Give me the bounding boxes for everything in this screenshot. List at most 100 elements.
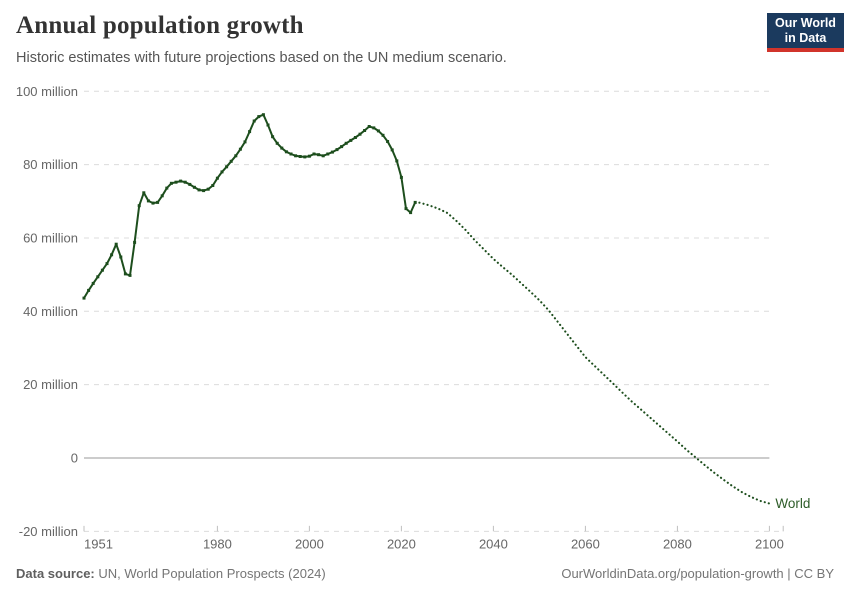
owid-logo-line1: Our World	[775, 16, 836, 30]
data-point-marker	[404, 207, 408, 211]
owid-logo-text: Our World in Data	[767, 13, 844, 48]
y-axis-label: 100 million	[16, 84, 78, 99]
data-point-marker	[326, 152, 330, 156]
owid-logo-red-bar	[767, 48, 844, 52]
data-point-marker	[330, 150, 334, 154]
data-point-marker	[271, 135, 275, 139]
data-point-marker	[220, 170, 224, 174]
data-point-marker	[156, 200, 160, 204]
x-axis-label: 2020	[387, 536, 416, 551]
data-point-marker	[409, 211, 413, 215]
data-point-marker	[252, 119, 256, 123]
data-point-marker	[119, 255, 123, 259]
data-point-marker	[234, 154, 238, 158]
data-point-marker	[367, 125, 371, 128]
data-point-marker	[133, 240, 137, 244]
data-point-marker	[87, 288, 91, 292]
y-axis-label: 80 million	[23, 157, 78, 172]
data-point-marker	[169, 181, 173, 185]
data-source-value: UN, World Population Prospects (2024)	[94, 566, 326, 581]
data-point-marker	[197, 188, 201, 192]
data-point-marker	[307, 154, 311, 158]
x-axis-label: 1980	[203, 536, 232, 551]
chart-subtitle: Historic estimates with future projectio…	[16, 50, 507, 66]
data-point-marker	[151, 201, 155, 205]
data-point-marker	[91, 281, 95, 285]
data-point-marker	[225, 165, 229, 169]
data-point-marker	[349, 138, 353, 142]
data-point-marker	[137, 204, 141, 208]
data-point-marker	[243, 140, 247, 144]
x-axis-label: 2000	[295, 536, 324, 551]
data-source-note: Data source: UN, World Population Prospe…	[16, 566, 326, 581]
x-axis-label: 2060	[571, 536, 600, 551]
data-point-marker	[105, 262, 109, 266]
data-point-marker	[344, 141, 348, 145]
data-point-marker	[123, 272, 127, 276]
y-axis-label: 0	[71, 451, 78, 466]
entity-label-world: World	[775, 496, 810, 511]
data-point-marker	[257, 115, 261, 119]
data-point-marker	[363, 129, 367, 132]
data-point-marker	[399, 175, 403, 179]
data-point-marker	[386, 140, 390, 143]
data-point-marker	[100, 268, 104, 272]
data-point-marker	[110, 253, 114, 257]
data-point-marker	[206, 187, 210, 191]
owid-logo[interactable]: Our World in Data	[767, 13, 844, 52]
data-point-marker	[238, 147, 242, 151]
world-historic-line	[83, 113, 417, 299]
data-point-marker	[202, 189, 206, 193]
data-point-marker	[376, 129, 380, 133]
y-axis-label: -20 million	[19, 524, 78, 539]
data-point-marker	[280, 146, 284, 150]
x-axis-label: 2100	[755, 536, 784, 551]
owid-logo-line2: in Data	[784, 31, 827, 45]
data-point-marker	[142, 191, 146, 195]
data-point-marker	[160, 194, 164, 198]
data-point-marker	[335, 148, 339, 152]
y-axis-label: 40 million	[23, 304, 78, 319]
page-title: Annual population growth	[16, 12, 304, 39]
data-point-marker	[381, 133, 385, 137]
data-point-marker	[188, 182, 192, 186]
world-historic-markers	[82, 113, 417, 300]
world-projection-line	[414, 201, 771, 505]
data-point-marker	[289, 152, 293, 156]
data-point-marker	[321, 154, 325, 158]
data-point-marker	[114, 242, 118, 246]
credit-link[interactable]: OurWorldinData.org/population-growth | C…	[561, 566, 834, 581]
x-axis-label: 2080	[663, 536, 692, 551]
x-axis-label: 1951	[84, 536, 113, 551]
data-source-label: Data source:	[16, 566, 95, 581]
data-point-marker	[317, 153, 321, 157]
y-axis-label: 60 million	[23, 230, 78, 245]
chart-footer: Data source: UN, World Population Prospe…	[16, 566, 834, 581]
data-point-marker	[298, 155, 302, 158]
data-point-marker	[266, 123, 270, 127]
data-point-marker	[294, 154, 298, 158]
data-point-marker	[395, 159, 399, 163]
data-point-marker	[174, 180, 178, 184]
data-point-marker	[211, 184, 215, 187]
data-point-marker	[183, 180, 187, 184]
data-point-marker	[229, 159, 233, 163]
data-point-marker	[353, 136, 357, 139]
data-point-marker	[275, 141, 279, 145]
data-point-marker	[372, 126, 376, 130]
data-point-marker	[390, 148, 394, 152]
data-point-marker	[340, 145, 344, 149]
data-point-marker	[128, 273, 132, 277]
data-point-marker	[165, 186, 169, 190]
x-axis-label: 2040	[479, 536, 508, 551]
data-point-marker	[215, 176, 219, 180]
data-point-marker	[82, 296, 86, 300]
data-point-marker	[284, 150, 288, 154]
data-point-marker	[192, 185, 196, 189]
data-point-marker	[179, 179, 183, 183]
data-point-marker	[96, 275, 100, 279]
data-point-marker	[303, 155, 307, 159]
data-point-marker	[248, 130, 252, 134]
data-point-marker	[146, 199, 150, 203]
